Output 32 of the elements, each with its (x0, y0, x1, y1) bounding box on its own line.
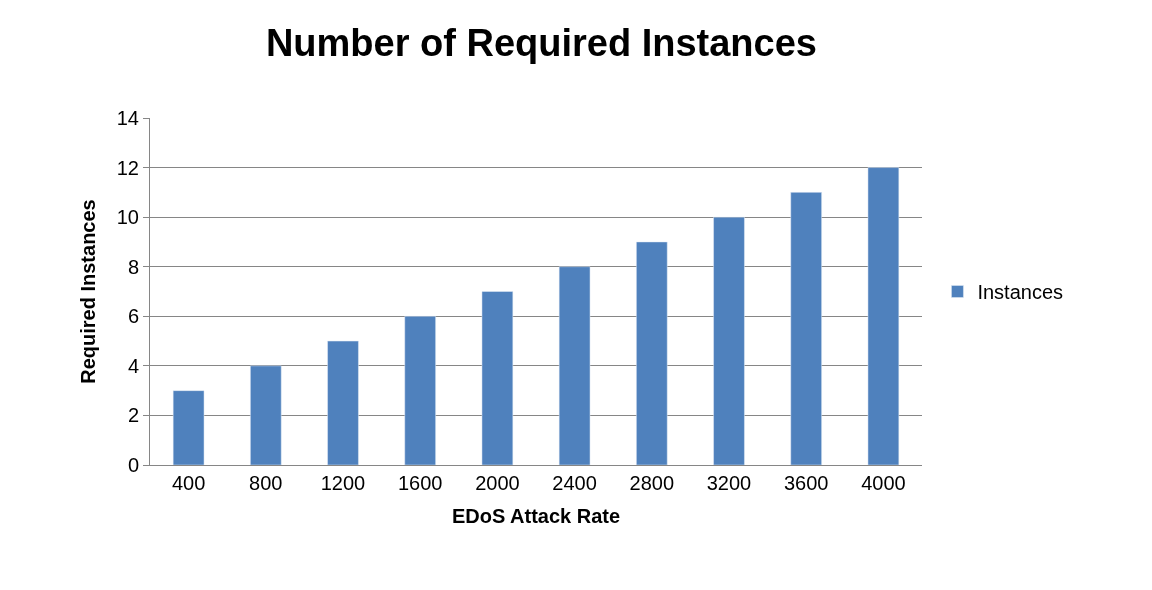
x-axis-title: EDoS Attack Rate (451, 504, 621, 527)
bar (790, 192, 822, 465)
x-tick-label: 2400 (552, 472, 597, 494)
bar (172, 390, 205, 465)
y-tick-label: 8 (127, 255, 139, 278)
x-tick-label: 2800 (629, 472, 675, 494)
y-tick-label: 12 (116, 156, 139, 179)
y-tick-label: 14 (116, 107, 139, 129)
bar (481, 291, 514, 465)
y-tick-label: 4 (127, 354, 139, 377)
y-tick-label: 0 (127, 454, 139, 476)
chart-title: Number of Required Instances (265, 22, 817, 65)
x-tick-label: 1200 (320, 472, 366, 494)
y-tick-label: 10 (116, 206, 139, 229)
x-tick-label: 1600 (397, 472, 443, 494)
bar (713, 216, 745, 465)
x-tick-label: 800 (249, 472, 283, 494)
y-axis-title: Required Instances (77, 199, 100, 384)
x-tick-label: 400 (171, 472, 206, 494)
x-tick-label: 4000 (861, 472, 906, 494)
legend-label: Instances (977, 281, 1064, 304)
y-tick-label: 6 (127, 305, 139, 328)
x-tick-label: 2000 (475, 472, 520, 494)
bar (327, 340, 359, 465)
bar (404, 316, 436, 465)
x-tick-label: 3600 (783, 472, 829, 494)
bar (558, 266, 591, 465)
bar (250, 365, 282, 465)
x-tick-label: 3200 (706, 472, 752, 494)
y-tick-label: 2 (127, 404, 139, 427)
bar (867, 167, 900, 465)
bar (636, 241, 668, 465)
